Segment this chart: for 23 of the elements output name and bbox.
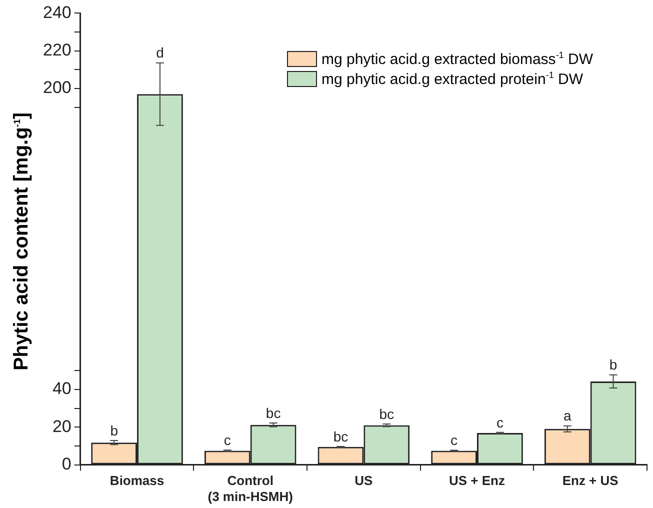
y-tick-label: 240 — [42, 2, 72, 22]
x-tick-label: Control (3 min-HSMH) — [208, 473, 293, 504]
legend-label: mg phytic acid.g extracted biomass$^{-1}$ DW — [322, 50, 593, 68]
data-label: b — [609, 356, 618, 373]
legend-label: mg phytic acid.g extracted protein$^{-1}$ DW — [322, 70, 584, 88]
data-label: bc — [379, 406, 394, 422]
y-tick-label: 0 — [62, 454, 72, 474]
x-tick-label: Biomass — [110, 473, 164, 488]
data-label: c — [496, 414, 504, 430]
y-tick-label: 220 — [42, 40, 72, 60]
y-tick-label: 40 — [52, 379, 72, 398]
x-tick-label: Enz + US — [562, 473, 619, 488]
data-label: a — [563, 408, 572, 424]
data-label: b — [110, 422, 118, 438]
data-label: d — [156, 44, 164, 61]
y-tick-label: 20 — [52, 416, 72, 436]
x-tick-label: US — [354, 473, 374, 488]
data-label: c — [450, 432, 458, 448]
data-label: c — [224, 432, 231, 448]
data-label: bc — [333, 428, 348, 444]
x-tick-label: US + Enz — [449, 473, 506, 488]
y-tick-label: 200 — [42, 78, 72, 98]
data-label: bc — [266, 404, 281, 421]
